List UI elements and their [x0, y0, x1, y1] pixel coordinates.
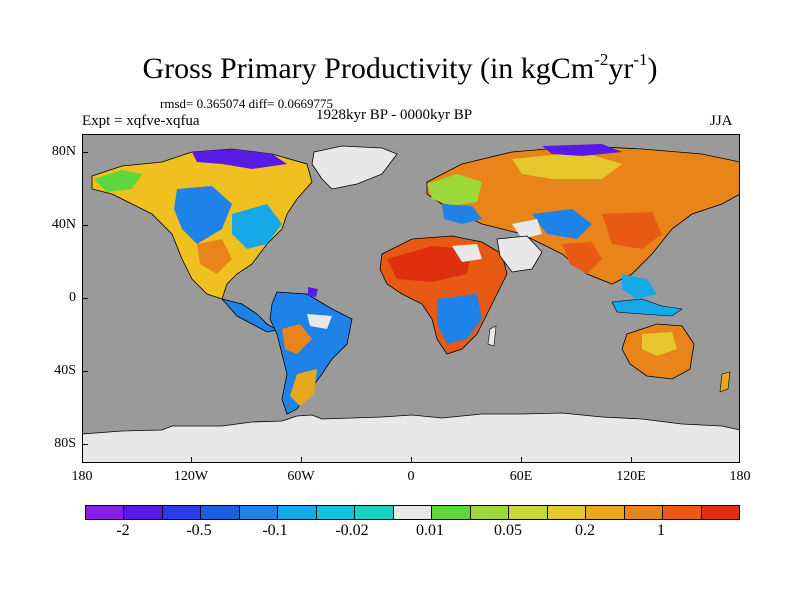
x-tick	[411, 457, 412, 463]
china-orange	[602, 212, 662, 249]
y-label-40s: 40S	[54, 363, 76, 378]
sa-yellow-south	[290, 369, 317, 406]
x-label-180w: 180	[71, 469, 93, 484]
y-tick	[82, 371, 88, 372]
colorbar-label: 0.05	[494, 522, 522, 539]
madagascar	[487, 325, 497, 347]
y-tick	[82, 225, 88, 226]
y-label-80s: 80S	[54, 436, 76, 451]
greenland-ice	[311, 145, 398, 190]
colorbar-label: -0.5	[186, 522, 212, 539]
y-label-40n: 40N	[51, 217, 76, 232]
central-asia-white	[512, 219, 542, 239]
na-purple-arctic	[192, 149, 287, 169]
plot-title: Gross Primary Productivity (in kgCm-2yr-…	[142, 50, 658, 85]
x-label-60w: 60W	[287, 469, 315, 484]
africa-white	[452, 244, 482, 262]
period-label: 1928kyr BP - 0000kyr BP	[316, 107, 473, 123]
colorbar-swatch	[470, 506, 510, 519]
x-tick	[521, 457, 522, 463]
colorbar-swatch	[547, 506, 587, 519]
colorbar-swatch	[393, 506, 433, 519]
sa-white	[307, 314, 332, 329]
na-orange	[197, 239, 232, 274]
colorbar-swatch	[701, 506, 739, 519]
colorbar-swatch	[86, 506, 125, 519]
sahara-red	[387, 246, 472, 282]
y-tick	[82, 152, 88, 153]
colorbar-swatch	[316, 506, 356, 519]
colorbar-swatch	[355, 506, 394, 519]
europe-green	[427, 174, 482, 206]
se-asia-blue	[622, 274, 657, 299]
colorbar-swatch	[586, 506, 625, 519]
y-label-80n: 80N	[51, 144, 76, 159]
x-label-120e: 120E	[616, 469, 646, 484]
x-label-0: 0	[407, 469, 415, 484]
alaska-green	[94, 170, 142, 192]
colorbar-label: -2	[116, 522, 130, 539]
y-tick	[82, 444, 88, 445]
arabia	[496, 235, 543, 273]
colorbar	[85, 505, 740, 520]
colorbar-swatch	[624, 506, 664, 519]
colorbar-swatch	[162, 506, 202, 519]
australia-yellow	[642, 332, 677, 356]
antarctica-ice	[82, 412, 740, 463]
colorbar-swatch	[663, 506, 702, 519]
europe-blue	[442, 204, 482, 224]
y-label-0: 0	[69, 290, 76, 305]
eurasia	[426, 145, 740, 285]
x-tick	[631, 457, 632, 463]
colorbar-swatch	[278, 506, 317, 519]
sa-orange	[282, 324, 312, 354]
africa-blue	[437, 294, 482, 344]
stats-text: rmsd= 0.365074 diff= 0.0669775	[160, 96, 333, 111]
colorbar-label: 0.2	[575, 522, 595, 539]
experiment-label: Expt = xqfve-xqfua	[82, 113, 200, 129]
world-map	[82, 134, 740, 463]
colorbar-label: -0.02	[335, 522, 369, 539]
x-tick	[191, 457, 192, 463]
x-label-120w: 120W	[173, 469, 209, 484]
x-label-60e: 60E	[509, 469, 533, 484]
south-america	[269, 291, 353, 415]
colorbar-swatch	[432, 506, 471, 519]
na-blue-east	[232, 204, 282, 249]
colorbar-label: 1	[657, 522, 665, 539]
siberia-purple	[542, 144, 622, 156]
y-tick	[82, 298, 88, 299]
colorbar-swatch	[239, 506, 279, 519]
colorbar-label: 0.01	[416, 522, 444, 539]
sa-purple	[308, 287, 318, 297]
india-red	[562, 242, 602, 274]
x-tick	[301, 457, 302, 463]
new-zealand	[719, 371, 731, 393]
colorbar-label: -0.1	[262, 522, 288, 539]
season-label: JJA	[710, 113, 733, 129]
colorbar-swatch	[201, 506, 240, 519]
colorbar-swatch	[124, 506, 163, 519]
indonesia	[611, 298, 683, 317]
x-label-180e: 180	[729, 469, 751, 484]
na-blue-west	[174, 186, 232, 244]
central-asia-blue	[532, 209, 592, 239]
colorbar-swatch	[509, 506, 548, 519]
siberia-yellow	[512, 152, 622, 179]
